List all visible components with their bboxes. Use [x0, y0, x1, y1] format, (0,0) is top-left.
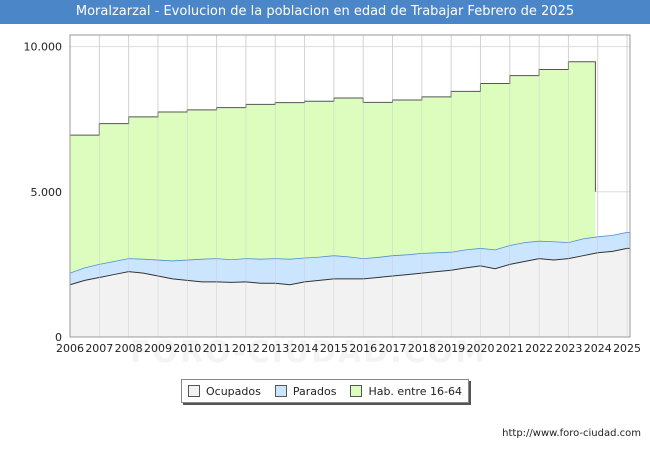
- source-url: http://www.foro-ciudad.com: [502, 428, 641, 439]
- x-tick-label-2013: 2013: [261, 342, 289, 355]
- chart-title: Moralzarzal - Evolucion de la poblacion …: [0, 0, 650, 24]
- x-tick-label-2015: 2015: [320, 342, 348, 355]
- legend-swatch-parados: [274, 385, 287, 397]
- legend-item-ocupados: Ocupados: [187, 384, 261, 398]
- x-tick-label-2014: 2014: [291, 342, 319, 355]
- x-tick-label-2021: 2021: [496, 342, 524, 355]
- area-ocupados: [70, 248, 630, 337]
- legend-item-parados: Parados: [274, 384, 337, 398]
- x-tick-label-2009: 2009: [144, 342, 172, 355]
- x-tick-label-2025: 2025: [613, 342, 641, 355]
- legend: Ocupados Parados Hab. entre 16-64: [181, 379, 469, 403]
- legend-label-ocupados: Ocupados: [205, 384, 261, 398]
- x-tick-label-2008: 2008: [115, 342, 143, 355]
- legend-item-habitantes: Hab. entre 16-64: [350, 385, 462, 398]
- x-tick-label-2023: 2023: [554, 342, 582, 355]
- chart-area: 2006 2007 2008 2009 2010 2011 2012 2013 2014 2015…: [24, 34, 641, 355]
- x-tick-label-2007: 2007: [85, 342, 113, 355]
- plot-frame: [69, 34, 631, 338]
- x-tick-label-2012: 2012: [232, 342, 260, 355]
- watermark: FORO-CIUDAD.COM: [130, 335, 487, 370]
- x-tick-label-2011: 2011: [203, 342, 231, 355]
- y-tick-label-0: 0: [55, 331, 62, 344]
- legend-swatch-habitantes: [350, 385, 363, 397]
- x-tick-label-2017: 2017: [379, 342, 407, 355]
- y-tick-label-5000: 5.000: [31, 186, 63, 199]
- legend-label-parados: Parados: [292, 384, 337, 398]
- x-tick-label-2024: 2024: [584, 342, 612, 355]
- x-tick-label-2020: 2020: [466, 342, 494, 355]
- x-tick-label-2010: 2010: [173, 342, 201, 355]
- legend-swatch-ocupados: [187, 385, 200, 397]
- x-tick-label-2022: 2022: [525, 342, 553, 355]
- x-tick-label-2016: 2016: [349, 342, 377, 355]
- line-ocupados: [69, 247, 630, 286]
- x-tick-label-2018: 2018: [408, 342, 436, 355]
- x-tick-label-2006: 2006: [56, 342, 84, 355]
- line-parados: [69, 232, 630, 274]
- legend-label-habitantes: Hab. entre 16-64: [368, 384, 462, 398]
- y-tick-label-10000: 10.000: [24, 41, 63, 54]
- x-tick-label-2019: 2019: [437, 342, 465, 355]
